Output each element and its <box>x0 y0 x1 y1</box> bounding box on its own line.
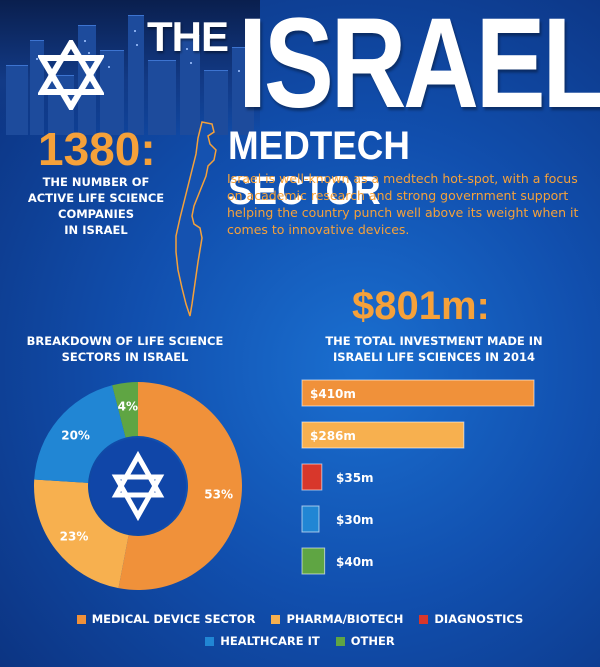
legend-item-medical-device: MEDICAL DEVICE SECTOR <box>76 612 255 626</box>
breakdown-caption: BREAKDOWN OF LIFE SCIENCE SECTORS IN ISR… <box>26 334 224 364</box>
city-skyline-image <box>0 0 260 135</box>
bar-5 <box>301 547 326 575</box>
investment-caption: THE TOTAL INVESTMENT MADE IN ISRAELI LIF… <box>325 334 543 364</box>
bar-3 <box>301 463 323 491</box>
legend-swatch <box>419 614 429 624</box>
bar-label-4: $30m <box>336 513 374 527</box>
companies-count: 1380: <box>38 123 156 175</box>
companies-caption: THE NUMBER OF ACTIVE LIFE SCIENCE COMPAN… <box>27 175 165 237</box>
legend-swatch <box>335 636 345 646</box>
donut-slice-4 <box>112 382 138 438</box>
title-the: THE <box>147 13 229 60</box>
sector-donut-chart: 53% 23% 20% 4% <box>34 382 242 590</box>
bar-4 <box>301 505 320 533</box>
donut-label-1: 53% <box>204 488 233 502</box>
donut-slice-2 <box>34 479 129 589</box>
bar-label-1: $410m <box>310 387 356 401</box>
donut-label-4: 4% <box>118 400 138 414</box>
donut-center <box>90 438 186 534</box>
legend-swatch <box>271 614 281 624</box>
donut-label-2: 23% <box>60 530 89 544</box>
bar-2 <box>301 421 465 449</box>
legend-swatch <box>205 636 215 646</box>
star-of-david-icon <box>38 40 104 110</box>
bar-1 <box>301 379 535 407</box>
intro-paragraph: Israel is well-known as a medtech hot-sp… <box>227 171 579 237</box>
page-title: ISRAELI <box>238 0 600 135</box>
bar-label-2: $286m <box>310 429 356 443</box>
investment-total: $801m: <box>352 284 490 328</box>
donut-slice-3 <box>34 385 126 483</box>
page-subtitle: MEDTECH SECTOR <box>228 124 410 213</box>
investment-bar-chart: $410m $286m $35m $30m $40m <box>301 379 535 575</box>
legend-swatch <box>76 614 86 624</box>
donut-star-icon <box>111 450 165 522</box>
donut-label-3: 20% <box>61 428 90 442</box>
legend-item-other: OTHER <box>335 634 395 648</box>
legend-item-diagnostics: DIAGNOSTICS <box>419 612 523 626</box>
legend-item-healthcare-it: HEALTHCARE IT <box>205 634 320 648</box>
chart-legend: MEDICAL DEVICE SECTOR PHARMA/BIOTECH DIA… <box>0 612 600 656</box>
legend-item-pharma: PHARMA/BIOTECH <box>271 612 403 626</box>
israel-map-icon <box>175 121 217 317</box>
bar-label-5: $40m <box>336 555 374 569</box>
donut-slice-1 <box>118 382 242 590</box>
bar-label-3: $35m <box>336 471 374 485</box>
